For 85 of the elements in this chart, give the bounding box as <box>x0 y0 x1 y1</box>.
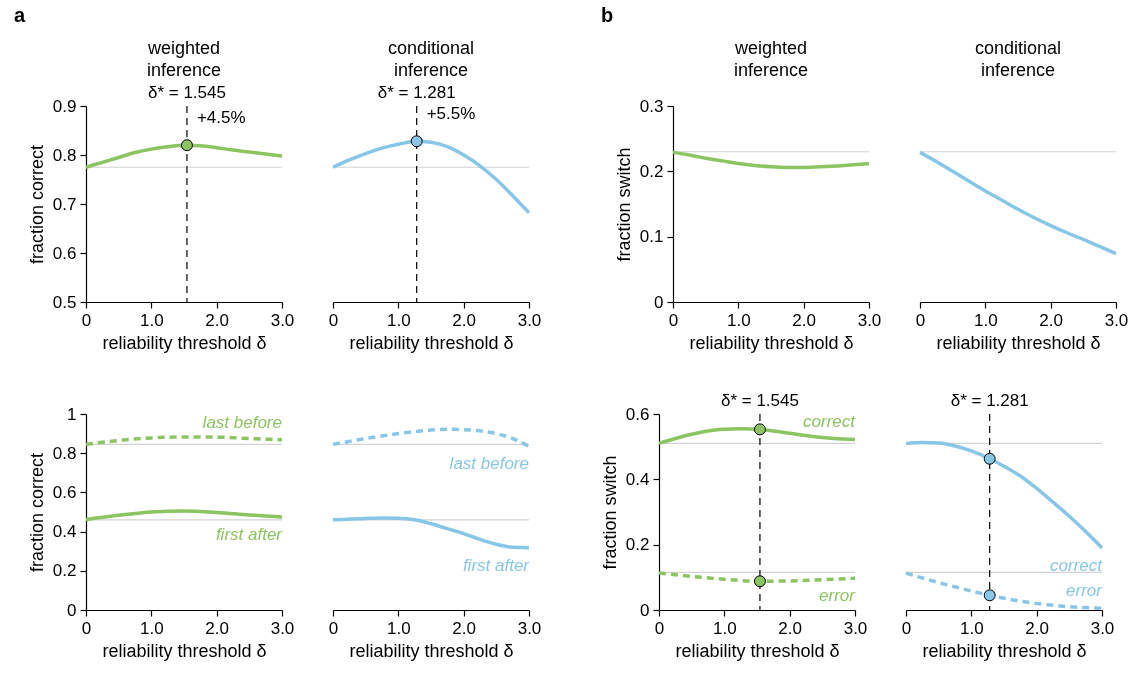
series-label: correct <box>1050 555 1104 575</box>
x-tick-label: 1.0 <box>727 310 751 330</box>
x-tick-label: 0 <box>328 310 339 330</box>
y-tick-label: 0.4 <box>625 469 650 489</box>
x-tick-label: 2.0 <box>1025 618 1049 638</box>
y-tick-label: 0.2 <box>625 535 650 555</box>
y-tick-label: 0.4 <box>52 522 77 542</box>
x-tick-label: 3.0 <box>1090 618 1115 638</box>
chart-title: weighted inference <box>733 38 809 80</box>
x-axis-title: reliability threshold δ <box>675 640 840 661</box>
x-tick-label: 1.0 <box>140 310 164 330</box>
annotation: +5.5% <box>426 104 476 124</box>
text: b <box>601 4 614 26</box>
x-tick-label: 3.0 <box>270 618 295 638</box>
x-tick-label: 2.0 <box>792 310 816 330</box>
x-tick-label: 2.0 <box>205 618 229 638</box>
y-axis-title: fraction correct <box>26 452 47 573</box>
x-axis-title: reliability threshold δ <box>102 332 267 353</box>
x-tick-label: 1.0 <box>140 618 164 638</box>
y-axis-title: fraction switch <box>613 147 634 262</box>
x-tick-label: 3.0 <box>1104 310 1129 330</box>
x-tick-label: 3.0 <box>517 310 542 330</box>
y-axis-title: fraction switch <box>599 455 620 570</box>
series-label: first after <box>462 555 531 575</box>
y-tick-label: 0.5 <box>52 292 77 312</box>
x-axis-title: reliability threshold δ <box>102 640 267 661</box>
x-tick-label: 3.0 <box>270 310 295 330</box>
x-tick-label: 1.0 <box>960 618 984 638</box>
y-tick-label: 0.6 <box>52 482 77 502</box>
chart-title: weighted inference <box>146 38 222 80</box>
y-tick-label: 0.7 <box>52 194 77 214</box>
x-tick-label: 3.0 <box>517 618 542 638</box>
x-tick-label: 3.0 <box>857 310 882 330</box>
ref-line-label: δ* = 1.545 <box>720 391 799 410</box>
ref-line-label: δ* = 1.545 <box>147 83 226 102</box>
ref-line-label: δ* = 1.281 <box>950 391 1029 410</box>
y-tick-label: 1 <box>67 404 77 424</box>
series-label: error <box>819 586 857 606</box>
y-tick-label: 0.2 <box>52 561 77 581</box>
x-axis-title: reliability threshold δ <box>689 332 854 353</box>
chart-title: conditional inference <box>974 38 1062 80</box>
y-tick-label: 0 <box>67 600 77 620</box>
y-tick-label: 0.6 <box>52 243 77 263</box>
x-axis-title: reliability threshold δ <box>349 640 514 661</box>
text: a <box>14 4 26 26</box>
line-series <box>84 435 284 447</box>
ref-line-label: δ* = 1.281 <box>377 83 456 102</box>
y-axis-title: fraction correct <box>26 144 47 265</box>
annotation: +4.5% <box>196 108 246 128</box>
y-tick-label: 0.8 <box>52 443 77 463</box>
line-series <box>84 509 284 522</box>
series-label: last before <box>202 412 282 432</box>
x-tick-label: 0 <box>328 618 339 638</box>
y-tick-label: 0 <box>654 292 664 312</box>
x-tick-label: 2.0 <box>452 618 476 638</box>
x-axis-title: reliability threshold δ <box>922 640 1087 661</box>
y-tick-label: 0.9 <box>52 96 77 116</box>
x-tick-label: 0 <box>901 618 912 638</box>
x-tick-label: 2.0 <box>205 310 229 330</box>
y-tick-label: 0.6 <box>625 404 650 424</box>
chart-title: conditional inference <box>387 38 475 80</box>
x-tick-label: 2.0 <box>452 310 476 330</box>
y-tick-label: 0 <box>640 600 650 620</box>
line-series <box>671 150 871 170</box>
series-label: first after <box>215 524 284 544</box>
x-tick-label: 1.0 <box>713 618 737 638</box>
y-tick-label: 0.8 <box>52 145 77 165</box>
x-tick-label: 0 <box>81 310 92 330</box>
y-tick-label: 0.2 <box>639 161 664 181</box>
x-tick-label: 1.0 <box>387 618 411 638</box>
series-label: last before <box>449 454 529 474</box>
x-tick-label: 2.0 <box>1039 310 1063 330</box>
x-axis-title: reliability threshold δ <box>936 332 1101 353</box>
x-tick-label: 0 <box>81 618 92 638</box>
x-tick-label: 1.0 <box>387 310 411 330</box>
x-tick-label: 2.0 <box>778 618 802 638</box>
series-label: correct <box>803 412 857 432</box>
series-label: error <box>1066 581 1104 601</box>
x-tick-label: 0 <box>915 310 926 330</box>
x-tick-label: 0 <box>668 310 679 330</box>
x-axis-title: reliability threshold δ <box>349 332 514 353</box>
y-tick-label: 0.3 <box>639 96 664 116</box>
x-tick-label: 1.0 <box>974 310 998 330</box>
y-tick-label: 0.1 <box>639 227 664 247</box>
x-tick-label: 3.0 <box>843 618 868 638</box>
